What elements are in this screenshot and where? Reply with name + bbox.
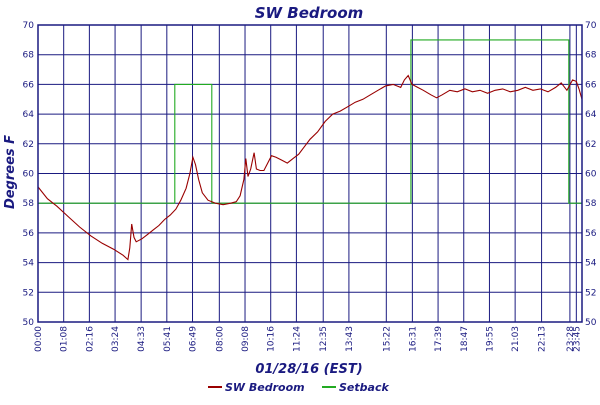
y-tick-label-right-3: 56 (585, 229, 597, 239)
chart-title: SW Bedroom (255, 4, 364, 22)
legend-label-1: Setback (339, 381, 389, 394)
plot-frame (37, 24, 583, 323)
x-tick-label-17: 19:55 (485, 326, 495, 352)
x-tick-label-0: 00:00 (34, 326, 44, 352)
y-tick-label-right-7: 64 (585, 110, 597, 120)
y-tick-labels-right: 50 52 54 56 58 60 62 64 66 68 70 (585, 21, 597, 328)
y-tick-label-right-6: 62 (585, 140, 596, 150)
grid (37, 24, 582, 323)
y-tick-label-right-0: 50 (585, 318, 597, 328)
y-tick-label-left-3: 56 (23, 229, 35, 239)
x-tick-label-11: 12:35 (319, 326, 329, 352)
x-tick-label-21: 23:45 (572, 326, 582, 352)
x-tick-labels: 00:00 01:08 02:16 03:24 04:33 05:41 06:49 08:00… (34, 326, 582, 352)
y-tick-label-left-10: 70 (23, 21, 35, 31)
plot-border (37, 24, 583, 323)
y-tick-labels-left: 50 52 54 56 58 60 62 64 66 68 70 (23, 21, 35, 328)
y-tick-label-left-6: 62 (23, 140, 34, 150)
x-tick-label-4: 04:33 (137, 326, 147, 352)
x-tick-label-15: 17:39 (434, 326, 444, 352)
y-tick-label-left-2: 54 (23, 259, 35, 269)
x-tick-label-18: 21:03 (511, 326, 521, 352)
y-tick-label-left-7: 64 (23, 110, 35, 120)
x-tick-label-7: 08:00 (215, 326, 225, 352)
y-tick-label-right-9: 68 (585, 51, 597, 61)
legend-label-0: SW Bedroom (225, 381, 305, 394)
y-axis-label: Degrees F (3, 135, 18, 209)
y-tick-label-left-9: 68 (23, 51, 35, 61)
x-tick-label-14: 16:31 (408, 326, 418, 352)
x-tick-label-6: 06:49 (189, 326, 199, 352)
y-tick-label-left-0: 50 (23, 318, 35, 328)
y-tick-label-right-5: 60 (585, 170, 597, 180)
x-tick-label-13: 15:22 (382, 326, 392, 352)
series-line-sw-bedroom (37, 74, 583, 261)
x-tick-label-5: 05:41 (163, 326, 173, 352)
y-tick-label-left-8: 66 (23, 80, 35, 90)
legend: SW Bedroom Setback (208, 381, 389, 394)
x-tick-label-16: 18:47 (460, 326, 470, 352)
y-tick-label-right-10: 70 (585, 21, 597, 31)
y-tick-label-left-1: 52 (23, 288, 34, 298)
y-tick-label-right-2: 54 (585, 259, 597, 269)
x-tick-label-9: 10:16 (267, 326, 277, 352)
series-line-setback (38, 39, 582, 204)
y-tick-label-right-4: 58 (585, 199, 597, 209)
y-tick-label-right-1: 52 (585, 288, 596, 298)
x-tick-label-20: 23:28 (566, 326, 576, 352)
x-axis-label: 01/28/16 (EST) (255, 362, 362, 377)
y-tick-label-right-8: 66 (585, 80, 597, 90)
x-tick-label-8: 09:08 (241, 326, 251, 352)
series-lines (37, 39, 583, 261)
y-tick-label-left-4: 58 (23, 199, 35, 209)
x-tick-label-2: 02:16 (85, 326, 95, 352)
y-tick-label-left-5: 60 (23, 170, 35, 180)
x-tick-label-3: 03:24 (111, 326, 121, 352)
x-tick-label-12: 13:43 (345, 326, 355, 352)
x-tick-label-1: 01:08 (60, 326, 70, 352)
x-tick-label-10: 11:24 (292, 326, 302, 352)
x-tick-label-19: 22:13 (538, 326, 548, 352)
